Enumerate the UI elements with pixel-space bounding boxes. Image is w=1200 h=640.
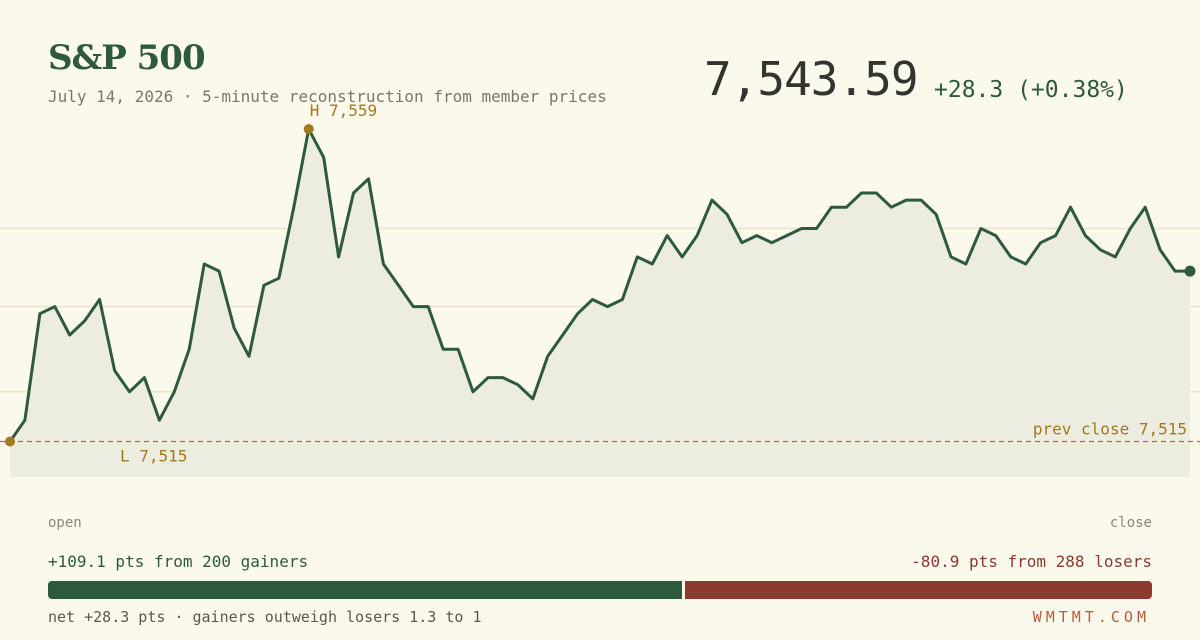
price-area [10,129,1190,477]
brand-label: WMTMT.COM [1032,608,1150,626]
high-label: H 7,559 [310,101,377,120]
high-marker [303,124,314,135]
page-title: S&P 500 [48,38,206,78]
current-price: 7,543.59 [704,52,919,106]
losers-bar [684,581,1152,599]
x-start-label: open [48,515,82,531]
last-price-marker [1184,265,1196,277]
net-summary: net +28.3 pts · gainers outweigh losers … [48,608,482,626]
contribution-bar [48,581,1152,599]
page-subtitle: July 14, 2026 · 5-minute reconstruction … [48,87,607,106]
price-change: +28.3 (+0.38%) [934,77,1128,103]
gainers-bar [48,581,682,599]
x-end-label: close [1109,515,1152,531]
gainers-summary: +109.1 pts from 200 gainers [48,552,309,571]
prev-close-label: prev close 7,515 [1033,420,1187,439]
low-label: L 7,515 [120,447,187,466]
bar-divider [681,581,685,599]
losers-summary: -80.9 pts from 288 losers [911,552,1152,571]
price-line [8,127,1190,443]
low-marker [5,436,15,447]
